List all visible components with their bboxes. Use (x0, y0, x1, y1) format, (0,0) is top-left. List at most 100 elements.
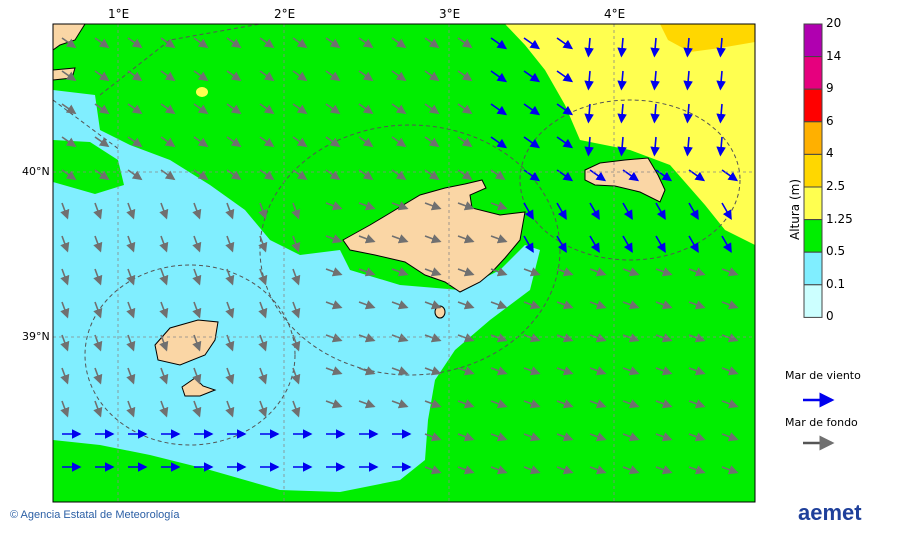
swell-arrow (490, 333, 508, 343)
swell-arrow (457, 70, 473, 82)
wind-sea-arrow (523, 103, 541, 116)
swell-arrow (556, 465, 574, 475)
swell-arrow (160, 70, 176, 82)
wind-sea-arrow (716, 37, 726, 58)
colorbar-level: 1.25 (826, 211, 853, 226)
swell-arrow (325, 37, 341, 49)
swell-arrow (61, 169, 77, 181)
swell-arrow (589, 366, 607, 376)
swell-arrow (226, 37, 242, 49)
swell-arrow (391, 37, 407, 49)
swell-arrow (258, 301, 268, 319)
swell-arrow (60, 268, 70, 286)
swell-arrow (688, 399, 706, 409)
swell-arrow (93, 334, 103, 352)
swell-arrow (556, 267, 574, 277)
swell-arrow (258, 202, 268, 220)
sea-orange-zone (660, 24, 755, 52)
swell-arrow (126, 400, 136, 418)
swell-arrow (226, 103, 242, 115)
swell-arrow (424, 366, 442, 376)
wind-sea-arrow (490, 37, 508, 50)
swell-arrow (93, 367, 103, 385)
swell-arrow (292, 37, 308, 49)
swell-arrow (424, 399, 442, 409)
swell-arrow (589, 267, 607, 277)
swell-arrow (490, 201, 508, 211)
swell-arrow (60, 202, 70, 220)
wind-sea-arrow (523, 169, 541, 182)
swell-arrow (424, 37, 440, 49)
swell-arrow (291, 202, 301, 220)
swell-arrow (523, 267, 541, 277)
wind-sea-arrow (721, 169, 739, 182)
wind-sea-arrow (683, 37, 693, 58)
swell-arrow (391, 366, 409, 376)
swell-arrow (94, 136, 110, 148)
swell-arrow (655, 465, 673, 475)
swell-arrow (291, 301, 301, 319)
swell-arrow (556, 333, 574, 343)
swell-arrow (192, 301, 202, 319)
swell-arrow (258, 334, 268, 352)
swell-arrow (457, 37, 473, 49)
wind-sea-arrow (556, 103, 574, 116)
wind-sea-arrow (523, 37, 541, 50)
sea-cyan-zone (53, 90, 540, 492)
swell-arrow (490, 399, 508, 409)
swell-arrow (622, 333, 640, 343)
swell-arrow (688, 333, 706, 343)
swell-arrow (490, 465, 508, 475)
colorbar (803, 23, 823, 318)
swell-arrow (358, 300, 376, 310)
wind-sea-arrow (650, 136, 660, 157)
aemet-logo: aemet (798, 500, 862, 525)
swell-arrow (160, 103, 176, 115)
swell-arrow (325, 333, 343, 343)
swell-arrow (523, 399, 541, 409)
swell-arrow (391, 300, 409, 310)
swell-arrow (193, 169, 209, 181)
colorbar-level: 0 (826, 309, 834, 324)
lat-label: 40°N (22, 165, 50, 178)
swell-arrow (159, 235, 169, 253)
swell-arrow (424, 300, 442, 310)
swell-arrow (721, 333, 739, 343)
swell-arrow (259, 169, 275, 181)
swell-arrow (688, 432, 706, 442)
swell-arrow (325, 70, 341, 82)
colorbar-level: 6 (826, 113, 834, 128)
colorbar-level: 20 (826, 16, 842, 30)
colorbar-segment (803, 251, 823, 286)
colorbar-level: 0.5 (826, 244, 846, 259)
swell-arrow (291, 334, 301, 352)
swell-arrow (424, 432, 442, 442)
swell-arrow (159, 334, 169, 352)
swell-arrow (226, 169, 242, 181)
map-frame (52, 23, 756, 503)
wind-sea-arrow (617, 103, 627, 124)
swell-arrow (655, 399, 673, 409)
swell-arrow (556, 399, 574, 409)
swell-arrow (159, 400, 169, 418)
wind-sea-arrow (721, 235, 732, 253)
wind-sea-arrow (688, 202, 699, 220)
swell-arrow (589, 432, 607, 442)
swell-arrow (61, 37, 77, 49)
colorbar-segment (803, 284, 823, 318)
wind-sea-arrow (721, 202, 732, 220)
swell-arrow (225, 202, 235, 220)
swell-arrow (126, 268, 136, 286)
swell-arrow (721, 366, 739, 376)
swell-arrow (193, 136, 209, 148)
colorbar-level: 2.5 (826, 179, 846, 193)
swell-arrow (292, 70, 308, 82)
swell-arrow (457, 399, 475, 409)
wind-sea-arrow (584, 103, 594, 124)
swell-arrow (391, 234, 409, 244)
wind-sea-arrow (650, 37, 660, 58)
lat-label: 39°N (22, 330, 50, 343)
lon-label: 4°E (604, 7, 626, 21)
swell-arrow (60, 235, 70, 253)
